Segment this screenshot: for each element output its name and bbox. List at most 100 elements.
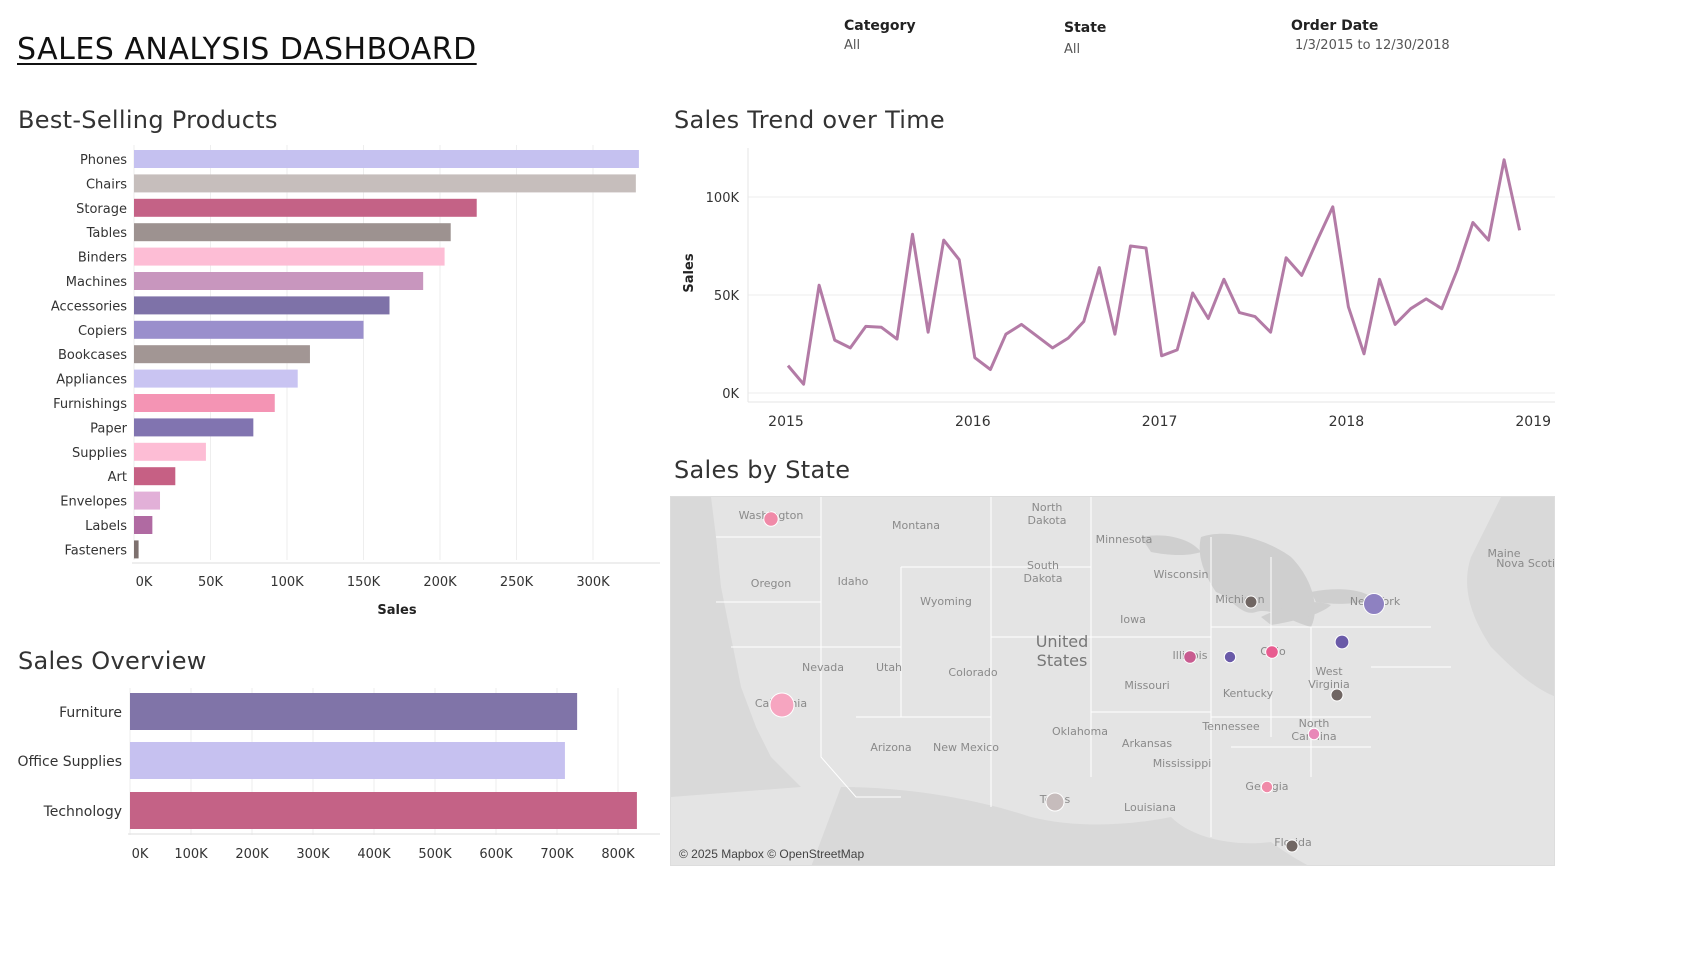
map-sales-point[interactable] bbox=[1334, 634, 1350, 650]
product-bar[interactable] bbox=[134, 150, 639, 168]
trend-data-point[interactable] bbox=[1093, 262, 1105, 274]
product-bar[interactable] bbox=[134, 198, 477, 217]
product-bar[interactable] bbox=[134, 516, 153, 534]
sales-overview-bar-chart[interactable]: 0K 100K 200K 300K 400K 500K 600K 700K 800K Furnit… bbox=[17, 688, 660, 862]
trend-data-point[interactable] bbox=[907, 228, 919, 240]
map-sales-point[interactable] bbox=[1244, 595, 1258, 609]
map-sales-point[interactable] bbox=[769, 692, 795, 718]
trend-data-point[interactable] bbox=[829, 334, 841, 346]
trend-data-point[interactable] bbox=[1342, 301, 1354, 313]
trend-data-point[interactable] bbox=[860, 320, 872, 332]
map-sales-point[interactable] bbox=[1330, 688, 1344, 702]
products-x-tick-label: 200K bbox=[423, 575, 457, 590]
overview-bar[interactable] bbox=[130, 742, 565, 779]
product-bar[interactable] bbox=[134, 369, 298, 388]
trend-data-point[interactable] bbox=[1187, 287, 1199, 299]
product-bar[interactable] bbox=[134, 345, 310, 364]
trend-data-point[interactable] bbox=[969, 352, 981, 364]
overview-bar[interactable] bbox=[130, 792, 637, 829]
trend-data-point[interactable] bbox=[1047, 342, 1059, 354]
trend-data-point[interactable] bbox=[1016, 318, 1028, 330]
trend-data-point[interactable] bbox=[1280, 252, 1292, 264]
map-sales-point[interactable] bbox=[1045, 792, 1065, 812]
map-sales-point[interactable] bbox=[1223, 650, 1237, 664]
trend-data-point[interactable] bbox=[1140, 242, 1152, 254]
map-state-label: Oregon bbox=[751, 577, 791, 590]
filter-category-value[interactable]: All bbox=[844, 38, 861, 53]
product-bar[interactable] bbox=[134, 491, 161, 510]
trend-data-point[interactable] bbox=[1405, 303, 1417, 315]
product-bar[interactable] bbox=[134, 418, 254, 437]
map-sales-point[interactable] bbox=[763, 511, 779, 527]
trend-data-point[interactable] bbox=[798, 378, 810, 390]
trend-data-point[interactable] bbox=[1171, 344, 1183, 356]
trend-data-point[interactable] bbox=[1202, 313, 1214, 325]
filter-category[interactable]: Category All bbox=[844, 18, 916, 53]
trend-y-tick-label: 50K bbox=[714, 289, 740, 304]
trend-data-point[interactable] bbox=[1031, 330, 1043, 342]
filter-order-date-value[interactable]: 1/3/2015 to 12/30/2018 bbox=[1295, 38, 1450, 53]
trend-data-point[interactable] bbox=[782, 360, 794, 372]
trend-data-point[interactable] bbox=[1109, 328, 1121, 340]
trend-data-point[interactable] bbox=[1358, 348, 1370, 360]
map-sales-point[interactable] bbox=[1307, 727, 1321, 741]
trend-data-point[interactable] bbox=[1374, 273, 1386, 285]
trend-data-point[interactable] bbox=[938, 234, 950, 246]
product-bar[interactable] bbox=[134, 320, 364, 339]
map-sales-point[interactable] bbox=[1260, 780, 1274, 794]
trend-data-point[interactable] bbox=[1514, 224, 1526, 236]
trend-data-point[interactable] bbox=[1436, 303, 1448, 315]
trend-data-point[interactable] bbox=[1389, 318, 1401, 330]
trend-data-point[interactable] bbox=[1451, 264, 1463, 276]
trend-data-point[interactable] bbox=[1233, 307, 1245, 319]
map-state-label: Utah bbox=[876, 661, 902, 674]
trend-data-point[interactable] bbox=[1483, 234, 1495, 246]
filter-order-date[interactable]: Order Date 1/3/2015 to 12/30/2018 bbox=[1291, 18, 1450, 53]
products-bar-chart[interactable]: 0K 50K 100K 150K 200K 250K 300K Phones Chairs Sto… bbox=[51, 145, 660, 618]
product-bar[interactable] bbox=[134, 272, 424, 290]
map-state-label: Nova Scotia bbox=[1496, 557, 1555, 570]
trend-data-point[interactable] bbox=[1498, 154, 1510, 166]
filter-state[interactable]: State All bbox=[1064, 20, 1106, 57]
trend-data-point[interactable] bbox=[922, 326, 934, 338]
trend-data-point[interactable] bbox=[875, 321, 887, 333]
trend-y-tick-label: 0K bbox=[722, 387, 739, 402]
product-bar[interactable] bbox=[134, 174, 636, 193]
trend-data-point[interactable] bbox=[1311, 234, 1323, 246]
product-bar[interactable] bbox=[134, 247, 445, 266]
map-state-label: Idaho bbox=[838, 575, 869, 588]
trend-data-point[interactable] bbox=[1078, 315, 1090, 327]
trend-data-point[interactable] bbox=[1124, 240, 1136, 252]
map-sales-point[interactable] bbox=[1285, 839, 1299, 853]
trend-data-point[interactable] bbox=[984, 363, 996, 375]
product-bar[interactable] bbox=[134, 296, 390, 315]
product-bar[interactable] bbox=[134, 442, 206, 461]
trend-data-point[interactable] bbox=[1062, 332, 1074, 344]
trend-data-point[interactable] bbox=[1265, 326, 1277, 338]
map-sales-point[interactable] bbox=[1183, 650, 1197, 664]
us-map[interactable]: WashingtonMontanaNorthDakotaMinnesotaSou… bbox=[671, 497, 1555, 866]
product-bar[interactable] bbox=[134, 223, 451, 242]
product-bar[interactable] bbox=[134, 467, 176, 486]
filter-state-value[interactable]: All bbox=[1064, 42, 1081, 57]
product-bar[interactable] bbox=[134, 540, 139, 559]
trend-data-point[interactable] bbox=[844, 342, 856, 354]
map-sales-point[interactable] bbox=[1363, 593, 1385, 615]
trend-data-point[interactable] bbox=[813, 279, 825, 291]
trend-data-point[interactable] bbox=[1218, 273, 1230, 285]
sales-by-state-map[interactable]: WashingtonMontanaNorthDakotaMinnesotaSou… bbox=[670, 496, 1555, 866]
trend-data-point[interactable] bbox=[1420, 293, 1432, 305]
trend-data-point[interactable] bbox=[953, 254, 965, 266]
sales-trend-line-chart[interactable]: 0K 50K 100K 2015 2016 2017 2018 2019 Sales bbox=[682, 148, 1555, 430]
overview-bar[interactable] bbox=[130, 693, 578, 730]
trend-data-point[interactable] bbox=[1156, 350, 1168, 362]
trend-data-point[interactable] bbox=[1000, 328, 1012, 340]
map-sales-point[interactable] bbox=[1265, 645, 1279, 659]
map-state-label: Tennessee bbox=[1201, 720, 1260, 733]
trend-data-point[interactable] bbox=[1467, 216, 1479, 228]
trend-data-point[interactable] bbox=[1249, 311, 1261, 323]
trend-data-point[interactable] bbox=[891, 333, 903, 345]
product-bar[interactable] bbox=[134, 394, 275, 412]
trend-data-point[interactable] bbox=[1327, 201, 1339, 213]
trend-data-point[interactable] bbox=[1296, 269, 1308, 281]
